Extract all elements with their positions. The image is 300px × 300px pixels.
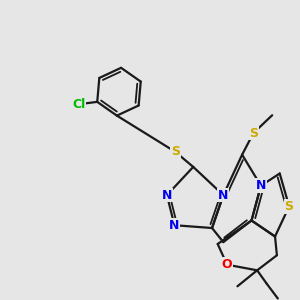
Text: Cl: Cl	[72, 98, 85, 111]
Text: N: N	[256, 179, 266, 192]
Text: N: N	[162, 189, 172, 202]
Text: S: S	[171, 146, 180, 158]
Text: N: N	[218, 189, 229, 202]
Text: N: N	[169, 219, 180, 232]
Text: S: S	[285, 200, 294, 213]
Text: S: S	[249, 127, 258, 140]
Text: O: O	[222, 258, 232, 271]
